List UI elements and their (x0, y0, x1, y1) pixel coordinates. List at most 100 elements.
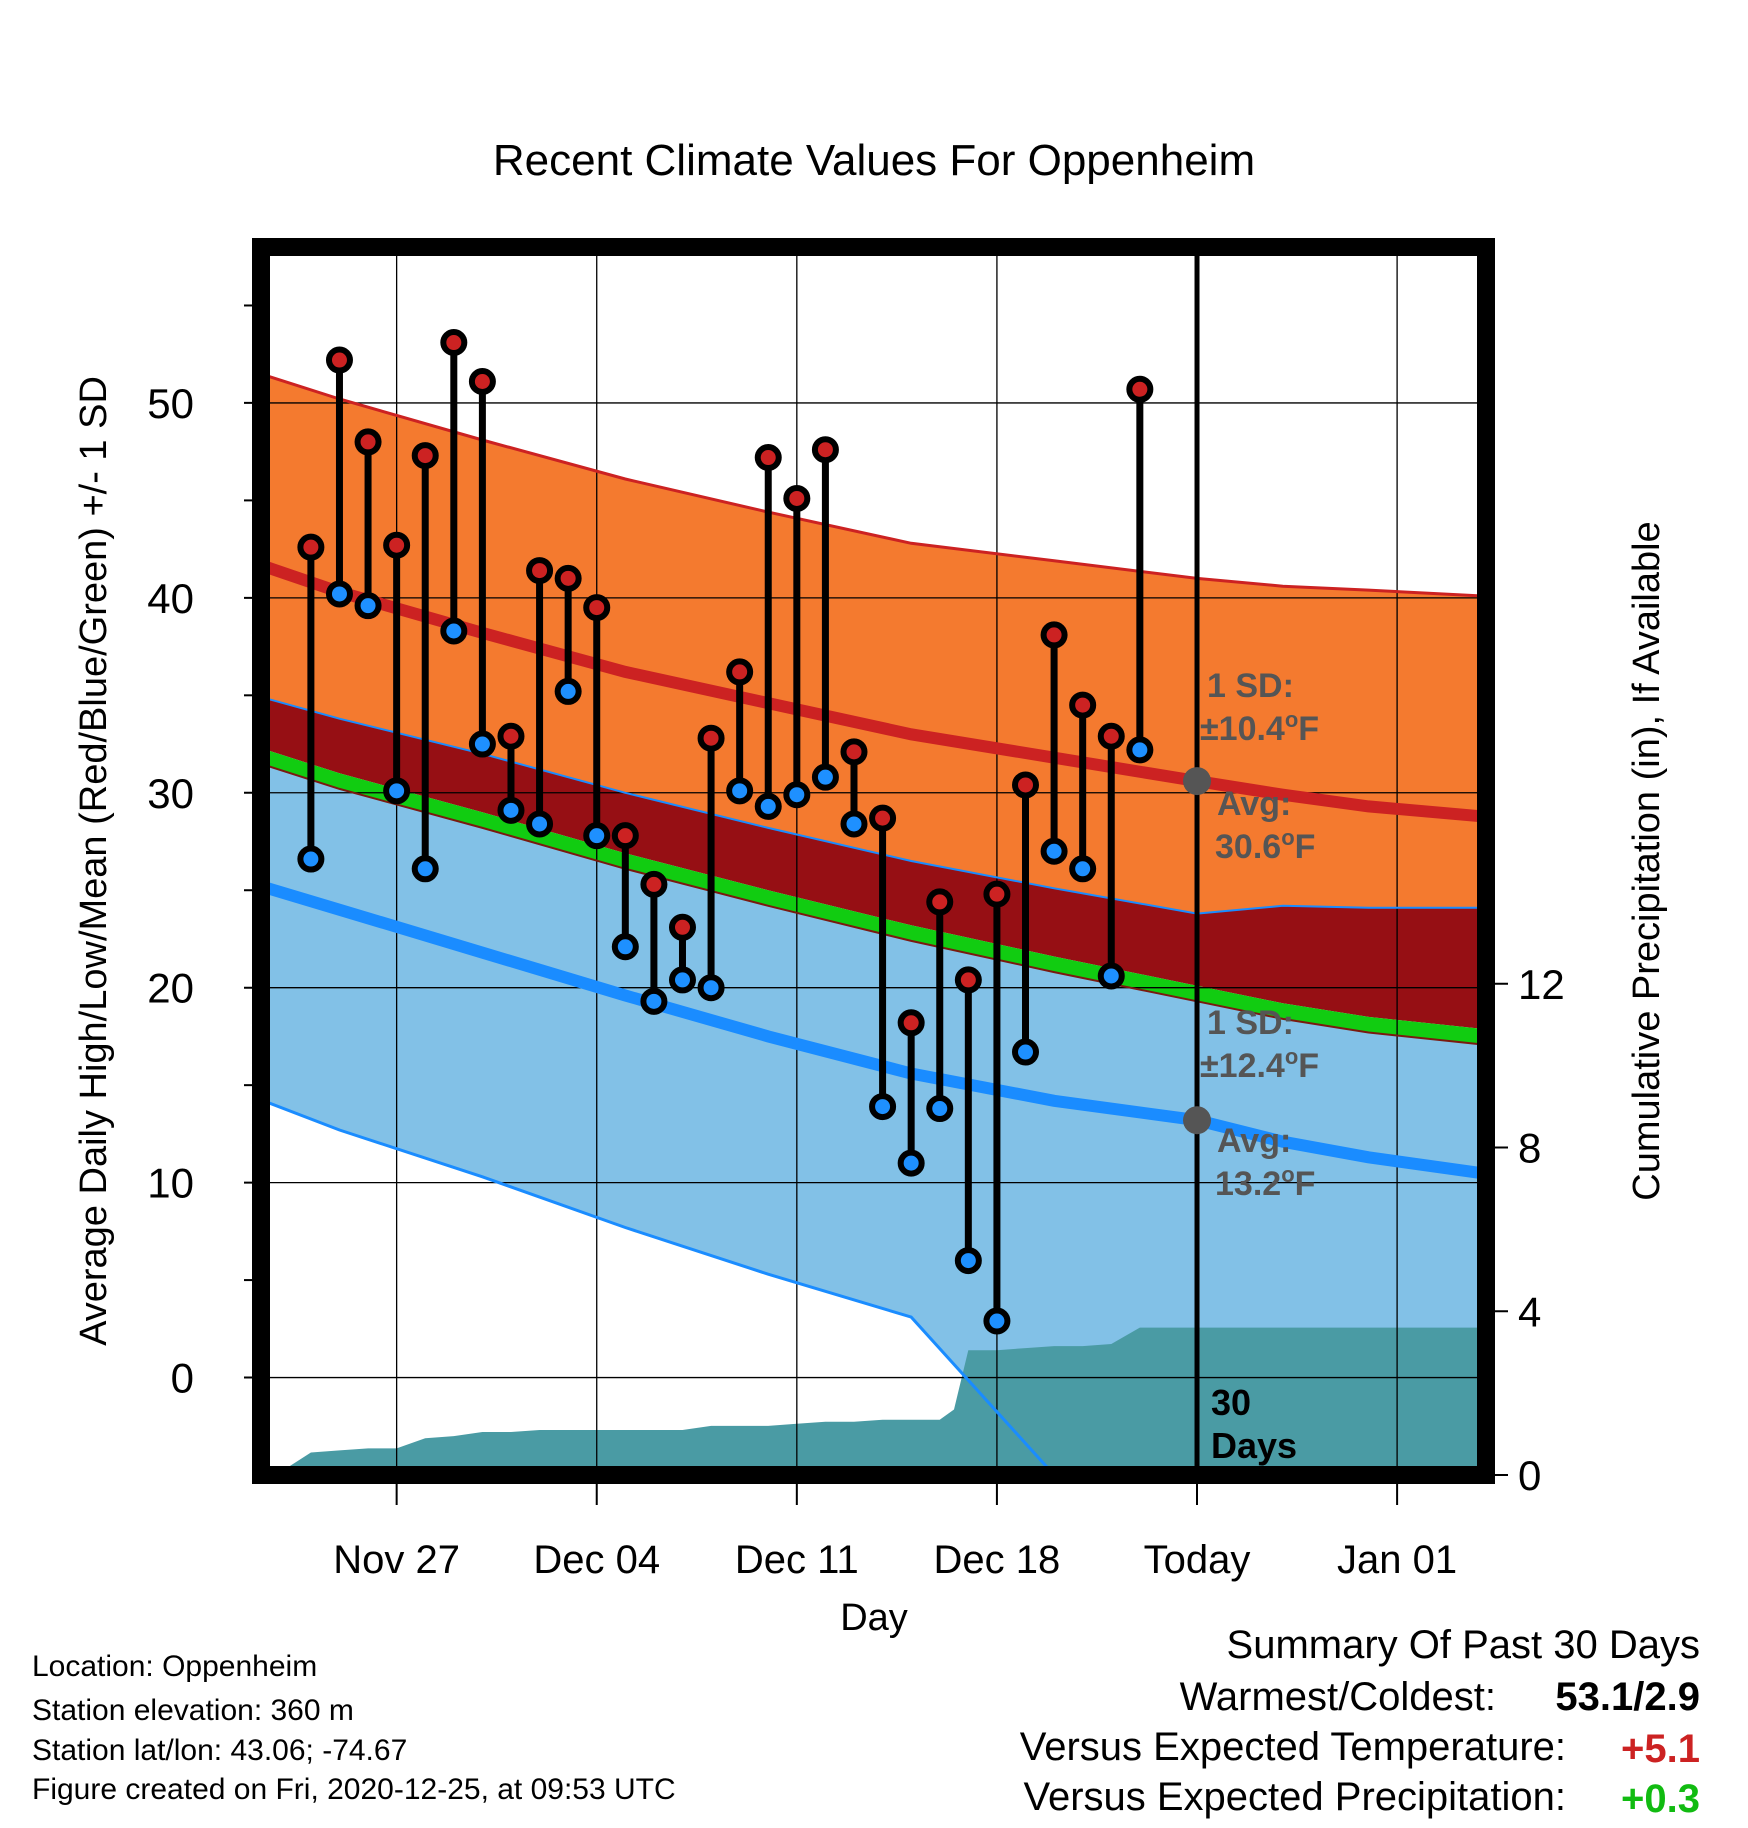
y-tick-label: 40 (147, 575, 194, 622)
high-point (1040, 621, 1068, 649)
low-sd-unit: F (1298, 1047, 1319, 1085)
high-point (668, 913, 696, 941)
x-tick-label: Dec 18 (934, 1538, 1061, 1582)
high-point (697, 724, 725, 752)
high-point (383, 531, 411, 559)
x-tick-label: Dec 04 (533, 1538, 660, 1582)
low-point (383, 777, 411, 805)
high-avg-label: Avg: (1217, 785, 1291, 823)
x-tick-label: Jan 01 (1337, 1538, 1457, 1582)
high-point (783, 484, 811, 512)
figure-created: Figure created on Fri, 2020-12-25, at 09… (32, 1773, 676, 1806)
low-sd-title: 1 SD: (1207, 1004, 1294, 1042)
low-sd-degree: o (1285, 1044, 1298, 1069)
y-tick-label: 50 (147, 380, 194, 427)
mean-lower-line (261, 762, 1481, 1046)
low-point (297, 845, 325, 873)
station-elevation: Station elevation: 360 m (32, 1694, 354, 1727)
low-sd-band (261, 763, 1480, 1475)
y-tick-label: 20 (147, 965, 194, 1012)
precipitation-area (265, 1327, 1481, 1475)
high-point (926, 888, 954, 916)
high-avg-number: 30.6 (1215, 828, 1281, 866)
low-point (811, 763, 839, 791)
low-point (583, 822, 611, 850)
x-tick-label: Dec 11 (735, 1538, 859, 1582)
high-point (583, 594, 611, 622)
low-point (840, 810, 868, 838)
low-avg-unit: F (1295, 1165, 1316, 1203)
high-sd-title: 1 SD: (1207, 667, 1294, 705)
temp-versus-value: +5.1 (1621, 1727, 1700, 1771)
high-point (983, 880, 1011, 908)
precip-versus-label: Versus Expected Precipitation: (1023, 1775, 1566, 1819)
low-point (611, 933, 639, 961)
low-point (983, 1307, 1011, 1335)
high-minus-sd-line (261, 695, 1480, 915)
today-days-label: Days (1211, 1425, 1297, 1466)
plot-frame (252, 238, 1495, 1484)
y-tick-label: 30 (147, 770, 194, 817)
high-point (726, 658, 754, 686)
high-point (869, 804, 897, 832)
low-point (869, 1093, 897, 1121)
high-sd-degree: o (1285, 707, 1298, 732)
gridlines (261, 247, 1486, 1475)
high-point (354, 428, 382, 456)
low-minus-sd-line (261, 1098, 1480, 1475)
high-point (554, 564, 582, 592)
today-days-number: 30 (1211, 1382, 1251, 1423)
y2-axis-label: Cumulative Precipitation (in), If Availa… (1626, 521, 1668, 1200)
low-point (926, 1095, 954, 1123)
low-avg-number: 13.2 (1215, 1165, 1281, 1203)
low-point (1126, 736, 1154, 764)
high-point (1097, 722, 1125, 750)
high-sd-number: ±10.4 (1200, 710, 1285, 748)
low-point (526, 810, 554, 838)
low-point (783, 781, 811, 809)
station-info: Location: Oppenheim Station elevation: 3… (32, 1650, 676, 1806)
high-point (1012, 771, 1040, 799)
high-point (411, 442, 439, 470)
low-point (1069, 855, 1097, 883)
low-point (325, 580, 353, 608)
chart-title: Recent Climate Values For Oppenheim (493, 136, 1255, 185)
low-point (640, 987, 668, 1015)
high-point (611, 822, 639, 850)
low-point (1012, 1038, 1040, 1066)
station-latlon: Station lat/lon: 43.06; -74.67 (32, 1734, 407, 1767)
x-tick-label: Nov 27 (333, 1538, 460, 1582)
high-point (297, 533, 325, 561)
warmest-coldest-label: Warmest/Coldest: (1180, 1675, 1496, 1719)
precipitation-fill (265, 1327, 1481, 1475)
normal-lines (261, 247, 1481, 1475)
low-avg-marker (1183, 1106, 1212, 1135)
low-sd-value: ±12.4oF (1200, 1044, 1319, 1085)
high-point (640, 870, 668, 898)
y2-tick-label: 8 (1518, 1125, 1541, 1172)
low-avg-label: Avg: (1217, 1122, 1291, 1160)
x-tick-label: Today (1144, 1538, 1251, 1582)
y2-tick-label: 4 (1518, 1288, 1541, 1335)
summary-title: Summary Of Past 30 Days (1227, 1623, 1700, 1667)
daily-observations (297, 329, 1154, 1335)
low-point (554, 677, 582, 705)
low-point (440, 617, 468, 645)
y-tick-label: 10 (147, 1160, 194, 1207)
low-point (1097, 962, 1125, 990)
y2-tick-label: 12 (1518, 961, 1565, 1008)
high-point (840, 738, 868, 766)
low-point (754, 792, 782, 820)
temp-versus-label: Versus Expected Temperature: (1020, 1725, 1566, 1769)
low-point (726, 777, 754, 805)
y-tick-label: 0 (171, 1355, 194, 1402)
low-point (468, 730, 496, 758)
low-point (497, 796, 525, 824)
high-low-overlap-band (261, 696, 1480, 1029)
high-point (1126, 375, 1154, 403)
high-point (325, 346, 353, 374)
normal-high-line (261, 558, 1481, 823)
